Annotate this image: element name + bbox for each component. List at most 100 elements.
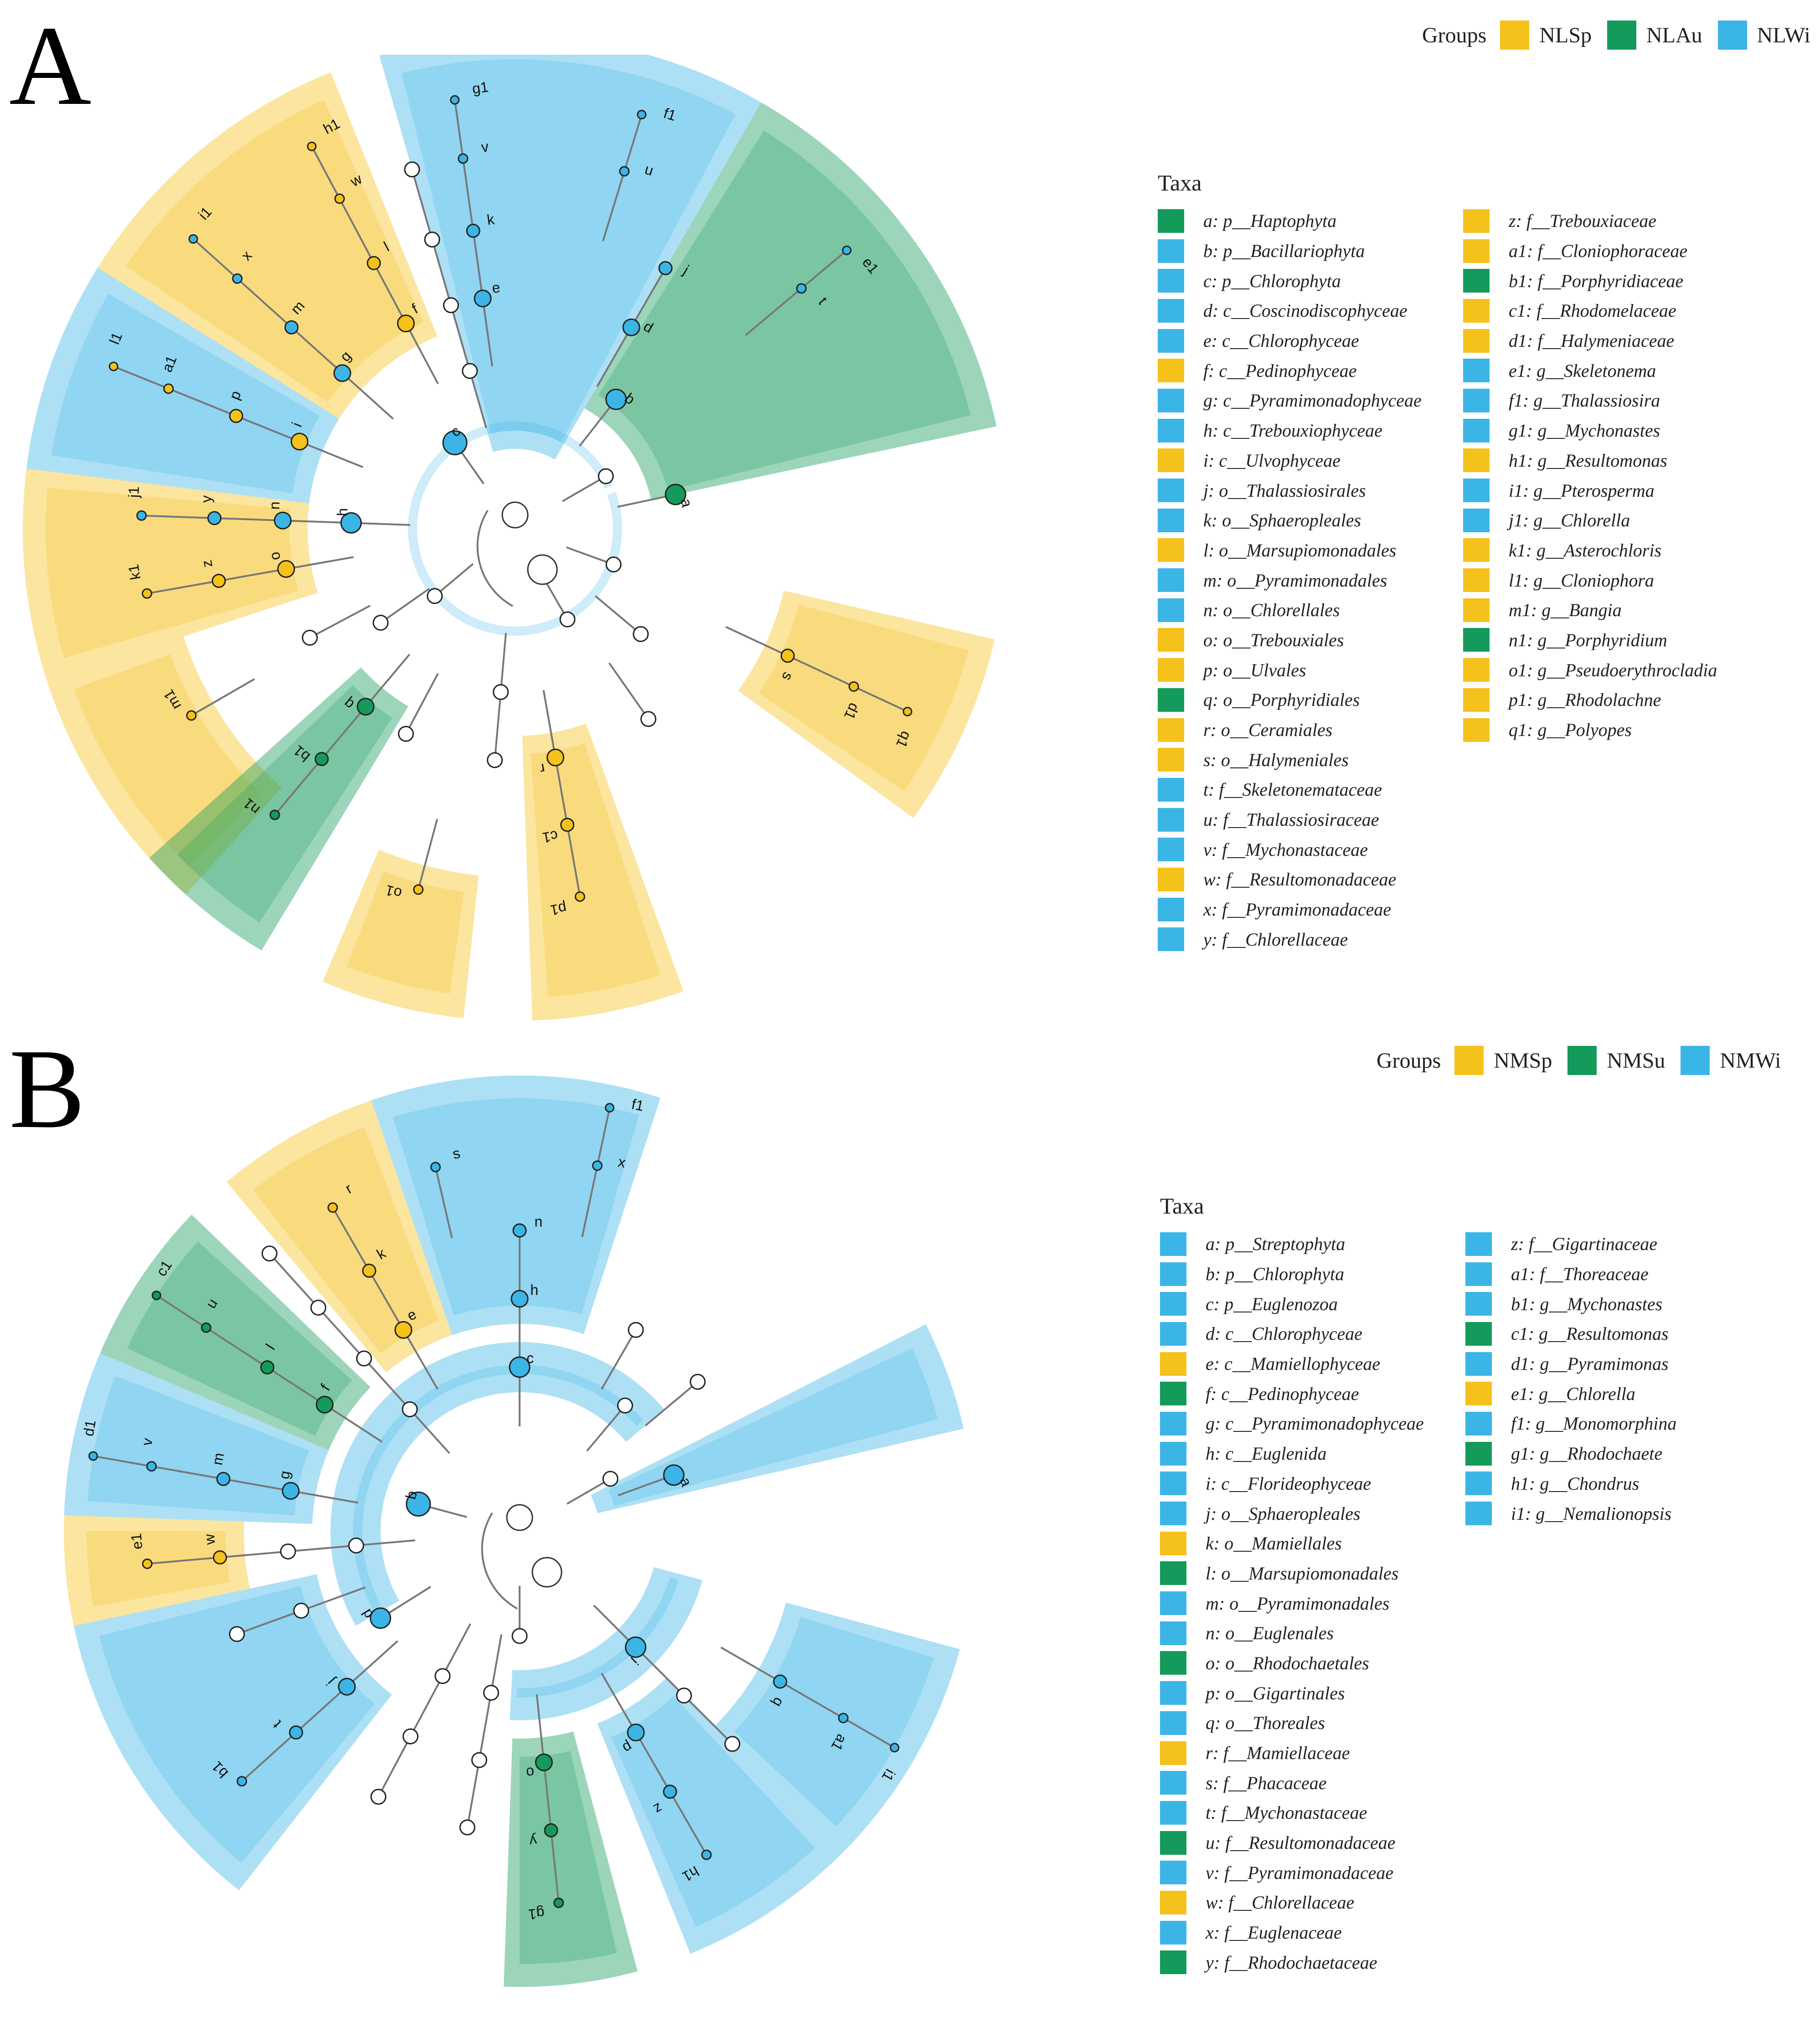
clade-sector <box>46 636 282 895</box>
clade-sector <box>379 55 761 460</box>
tree-node <box>459 1819 475 1836</box>
taxa-label: a1: f__Thoreaceae <box>1511 1264 1649 1285</box>
groups-legend-b: Groups NMSp NMSu NMWi <box>1377 1046 1796 1075</box>
taxa-item: y: f__Rhodochaetaceae <box>1160 1948 1424 1978</box>
taxa-item: d: c__Chlorophyceae <box>1160 1319 1424 1349</box>
tree-branch <box>409 1409 450 1454</box>
taxa-item: u: f__Thalassiosiraceae <box>1158 805 1422 835</box>
tree-node <box>628 1322 644 1338</box>
tree-node <box>402 1401 418 1417</box>
tree-branch <box>596 327 632 387</box>
taxa-swatch <box>1463 329 1490 353</box>
clade-band <box>346 871 464 993</box>
taxa-label: b1: f__Porphyridiaceae <box>1509 270 1684 291</box>
taxa-swatch <box>1160 1322 1186 1346</box>
tree-branch <box>554 757 568 825</box>
tree-node <box>397 314 415 333</box>
tree-branch <box>594 595 642 635</box>
taxa-label: k1: g__Asterochloris <box>1509 540 1662 561</box>
taxa-item: r: f__Mamiellaceae <box>1160 1738 1424 1768</box>
taxa-item: f: c__Pedinophyceae <box>1158 355 1422 386</box>
taxa-item: g1: g__Rhodochaete <box>1465 1439 1676 1469</box>
node-label: p1 <box>549 900 568 919</box>
node-label: o <box>266 551 284 561</box>
taxa-label: s: f__Phacaceae <box>1206 1772 1327 1793</box>
taxa-label: y: f__Rhodochaetaceae <box>1206 1952 1377 1973</box>
taxa-swatch <box>1158 269 1184 293</box>
taxa-label: o1: g__Pseudoerythrocladia <box>1509 659 1717 680</box>
taxa-label: w: f__Chlorellaceae <box>1206 1892 1355 1913</box>
taxa-item: o1: g__Pseudoerythrocladia <box>1463 655 1717 685</box>
clade-sector <box>714 1602 960 1854</box>
tree-branch <box>220 1550 289 1559</box>
tree-branch <box>141 515 215 519</box>
tree-node <box>487 752 503 768</box>
taxa-label: f: c__Pedinophyceae <box>1203 360 1357 381</box>
taxa-item: a: p__Haptophyta <box>1158 206 1422 236</box>
taxa-item: i: c__Florideophyceae <box>1160 1469 1424 1499</box>
taxa-item: c1: g__Resultomonas <box>1465 1319 1676 1349</box>
taxa-label: m: o__Pyramimonadales <box>1203 570 1387 591</box>
clade-sector <box>323 849 479 1019</box>
taxa-label: h1: g__Chondrus <box>1511 1473 1640 1494</box>
taxa-item: g1: g__Mychonastes <box>1463 416 1717 446</box>
clade-sector <box>510 1567 702 1720</box>
tree-node <box>442 430 468 456</box>
tree-branch <box>168 387 237 417</box>
taxa-swatch <box>1158 598 1184 622</box>
tree-node <box>676 1688 692 1704</box>
clade-band <box>611 1696 815 1927</box>
tree-branch <box>586 1405 626 1452</box>
tree-node <box>592 1160 603 1171</box>
taxa-label: t: f__Mychonastaceae <box>1206 1802 1367 1823</box>
clade-band <box>127 1241 352 1436</box>
tree-node <box>142 1558 153 1569</box>
taxa-item: g: c__Pyramimonadophyceae <box>1160 1409 1424 1439</box>
taxa-swatch <box>1160 1621 1186 1645</box>
tree-node <box>471 1752 487 1768</box>
taxa-swatch <box>1160 1771 1186 1795</box>
taxa-swatch <box>1158 329 1184 353</box>
node-label: s <box>451 1145 462 1163</box>
taxa-label: d: c__Coscinodiscophyceae <box>1203 300 1408 321</box>
taxa-item: b: p__Bacillariophyta <box>1158 236 1422 266</box>
clade-band <box>88 1376 309 1516</box>
node-label: v <box>139 1437 156 1447</box>
tree-branch <box>469 370 487 428</box>
tree-branch <box>581 1165 598 1237</box>
taxa-item: k: o__Mamiellales <box>1160 1528 1424 1559</box>
taxa-item: s: o__Halymeniales <box>1158 745 1422 775</box>
taxa-label: e1: g__Chlorella <box>1511 1383 1635 1404</box>
taxa-swatch <box>1160 1232 1186 1256</box>
taxa-item: k: o__Sphaeropleales <box>1158 505 1422 535</box>
taxa-swatch <box>1465 1471 1492 1496</box>
tree-node <box>201 1322 211 1333</box>
taxa-label: u: f__Thalassiosiraceae <box>1203 809 1379 830</box>
group-item: NMWi <box>1681 1046 1781 1075</box>
tree-node <box>310 1300 326 1316</box>
taxa-label: d1: g__Pyramimonas <box>1511 1353 1669 1374</box>
tree-branch <box>442 1623 471 1677</box>
tree-node <box>574 891 585 902</box>
taxa-swatch <box>1160 1292 1186 1316</box>
tree-node <box>356 1350 372 1367</box>
tree-node <box>424 232 440 248</box>
taxa-item: z: f__Trebouxiaceae <box>1463 206 1717 236</box>
taxa-swatch <box>1158 897 1184 921</box>
tree-branch <box>630 268 666 328</box>
taxa-item: v: f__Mychonastaceae <box>1158 834 1422 864</box>
tree-branch <box>417 818 438 890</box>
tree-branch <box>309 605 371 639</box>
taxa-label: i: c__Florideophyceae <box>1206 1473 1371 1494</box>
tree-node <box>216 1471 231 1486</box>
tree-branch <box>409 1675 443 1737</box>
taxa-item: j: o__Thalassiosirales <box>1158 475 1422 505</box>
taxa-item: m1: g__Bangia <box>1463 595 1717 625</box>
taxa-item: i1: g__Pterosperma <box>1463 475 1717 505</box>
tree-branch <box>500 633 507 692</box>
taxa-swatch <box>1160 1741 1186 1765</box>
tree-branch <box>368 1270 404 1331</box>
tree-node <box>619 166 630 177</box>
tree-node <box>372 614 389 631</box>
clade-sector <box>584 102 997 500</box>
